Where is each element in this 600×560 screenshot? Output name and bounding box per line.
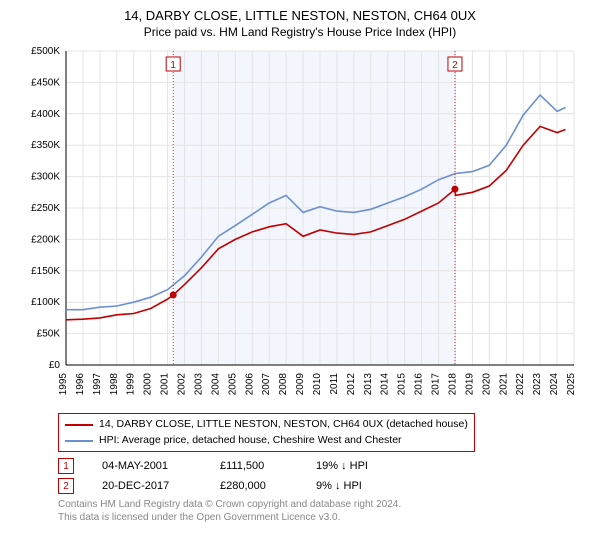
xtick-label: 2016	[414, 372, 425, 395]
sale-marker-num: 2	[452, 60, 458, 71]
xtick-label: 2021	[498, 372, 509, 395]
sale-row: 2 20-DEC-2017 £280,000 9% ↓ HPI	[58, 478, 568, 494]
xtick-label: 2023	[532, 372, 543, 395]
xtick-label: 2019	[464, 372, 475, 395]
xtick-label: 1999	[126, 372, 137, 395]
ytick-label: £450K	[31, 77, 60, 88]
xtick-label: 2007	[261, 372, 272, 395]
sale-diff: 19% ↓ HPI	[316, 460, 396, 472]
xtick-label: 2009	[295, 372, 306, 395]
xtick-label: 2017	[431, 372, 442, 395]
footer-line1: Contains HM Land Registry data © Crown c…	[58, 498, 568, 511]
sale-date: 04-MAY-2001	[102, 460, 192, 472]
ytick-label: £400K	[31, 109, 60, 120]
sale-diff: 9% ↓ HPI	[316, 480, 396, 492]
xtick-label: 2002	[177, 372, 188, 395]
xtick-label: 1996	[75, 372, 86, 395]
legend-label: 14, DARBY CLOSE, LITTLE NESTON, NESTON, …	[99, 417, 468, 433]
chart-subtitle: Price paid vs. HM Land Registry's House …	[12, 25, 588, 39]
sale-price: £111,500	[220, 460, 288, 472]
xtick-label: 2013	[363, 372, 374, 395]
ytick-label: £250K	[31, 203, 60, 214]
xtick-label: 2001	[160, 372, 171, 395]
legend: 14, DARBY CLOSE, LITTLE NESTON, NESTON, …	[58, 413, 475, 453]
ytick-label: £350K	[31, 140, 60, 151]
xtick-label: 2008	[278, 372, 289, 395]
legend-swatch	[65, 424, 93, 426]
xtick-label: 2000	[143, 372, 154, 395]
ytick-label: £500K	[31, 46, 60, 57]
sale-marker-num: 1	[170, 60, 176, 71]
chart-container: 14, DARBY CLOSE, LITTLE NESTON, NESTON, …	[0, 0, 600, 560]
ytick-label: £50K	[37, 328, 61, 339]
sale-marker-point	[170, 291, 177, 298]
chart-title: 14, DARBY CLOSE, LITTLE NESTON, NESTON, …	[12, 8, 588, 25]
legend-label: HPI: Average price, detached house, Ches…	[99, 433, 402, 449]
xtick-label: 2024	[549, 372, 560, 395]
chart-svg: £0 £50K £100K £150K £200K £250K £300K £350K £400…	[20, 45, 580, 405]
ytick-label: £100K	[31, 297, 60, 308]
ytick-label: £300K	[31, 171, 60, 182]
legend-item: 14, DARBY CLOSE, LITTLE NESTON, NESTON, …	[65, 417, 468, 433]
ytick-label: £0	[49, 360, 61, 371]
ytick-label: £150K	[31, 266, 60, 277]
xtick-label: 2003	[193, 372, 204, 395]
xtick-label: 2022	[515, 372, 526, 395]
xtick-label: 2005	[227, 372, 238, 395]
legend-swatch	[65, 440, 93, 442]
footer-line2: This data is licensed under the Open Gov…	[58, 511, 568, 524]
xtick-label: 2010	[312, 372, 323, 395]
sale-date: 20-DEC-2017	[102, 480, 192, 492]
legend-item: HPI: Average price, detached house, Ches…	[65, 433, 468, 449]
xtick-label: 2011	[329, 372, 340, 394]
chart-plot: £0 £50K £100K £150K £200K £250K £300K £350K £400…	[20, 45, 580, 405]
sale-marker-ref: 1	[58, 458, 74, 474]
xtick-label: 2015	[397, 372, 408, 395]
sale-records: 1 04-MAY-2001 £111,500 19% ↓ HPI 2 20-DEC-201…	[58, 458, 568, 494]
xtick-label: 1998	[109, 372, 120, 395]
xtick-label: 2004	[210, 372, 221, 395]
xtick-label: 1995	[58, 372, 69, 395]
sale-marker-point	[451, 186, 458, 193]
sale-row: 1 04-MAY-2001 £111,500 19% ↓ HPI	[58, 458, 568, 474]
xtick-label: 2014	[380, 372, 391, 395]
xtick-label: 2006	[244, 372, 255, 395]
xtick-label: 2012	[346, 372, 357, 395]
xtick-label: 1997	[92, 372, 103, 395]
footer-attribution: Contains HM Land Registry data © Crown c…	[58, 498, 568, 524]
sale-marker-ref: 2	[58, 478, 74, 494]
xtick-label: 2020	[481, 372, 492, 395]
ytick-label: £200K	[31, 234, 60, 245]
xtick-label: 2025	[566, 372, 577, 395]
sale-price: £280,000	[220, 480, 288, 492]
xtick-label: 2018	[447, 372, 458, 395]
